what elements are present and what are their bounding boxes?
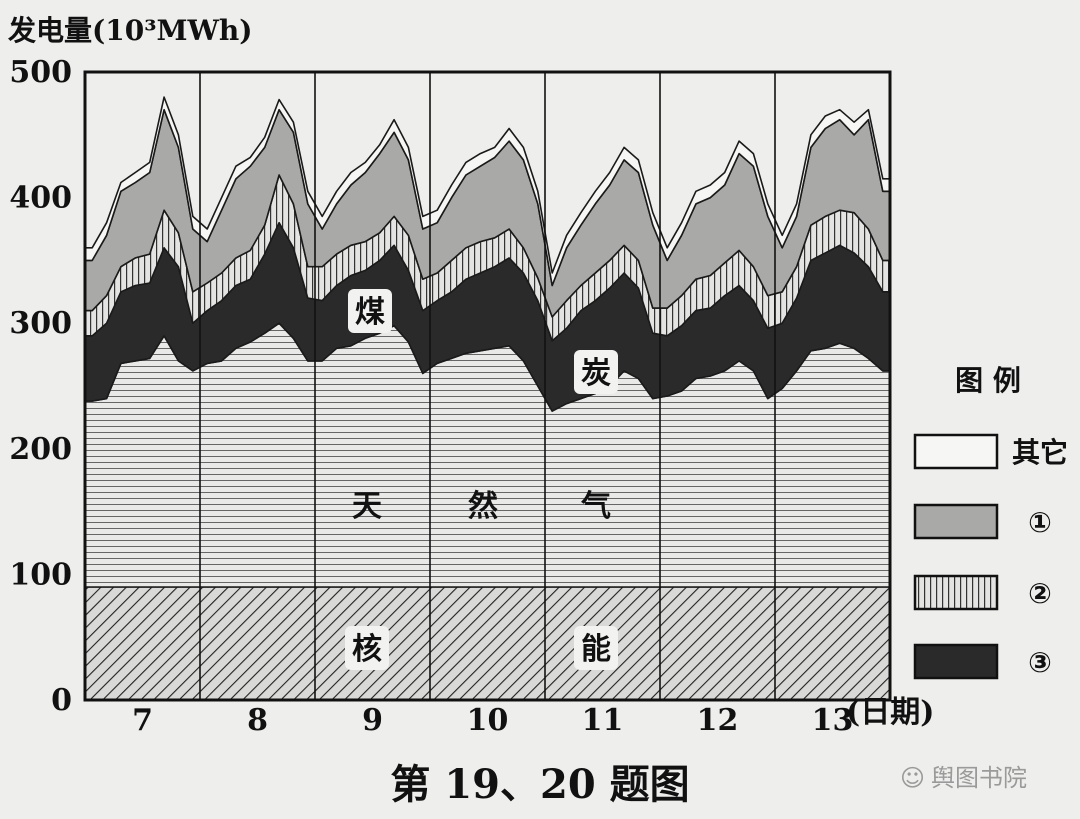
legend-label: ② <box>1028 577 1052 610</box>
legend-swatch-3 <box>913 643 999 680</box>
figure-caption: 第 19、20 题图 <box>390 761 690 808</box>
legend: 图 例其它 ① ② ③ <box>913 364 1068 680</box>
area-chart: 500 400 300 200 100 0 7 8 9 10 11 12 13(日期) 发电量(10³MW… <box>7 14 1068 738</box>
region-label: 能 <box>581 632 611 667</box>
legend-swatch-1 <box>913 503 999 540</box>
x-tick-label: 12 <box>697 703 739 738</box>
region-label-box <box>574 626 618 670</box>
region-label-box <box>574 350 618 394</box>
region-label: 煤 <box>355 295 385 330</box>
region-label: 天 <box>352 489 382 524</box>
x-tick-label: 7 <box>132 703 153 738</box>
region-label: 然 <box>468 489 498 524</box>
legend-label: ③ <box>1028 646 1052 679</box>
y-axis-label: 发电量(10³MWh) <box>7 14 253 47</box>
x-tick-label: 10 <box>467 703 509 738</box>
x-tick-label: 13 <box>812 703 854 738</box>
legend-label: ① <box>1028 506 1052 539</box>
y-tick-label: 100 <box>9 557 72 592</box>
x-tick-label: 11 <box>582 703 624 738</box>
region-label-box <box>345 626 389 670</box>
watermark-text: 舆图书院 <box>931 764 1028 792</box>
legend-title: 图 例 <box>955 364 1021 397</box>
x-axis-label: (日期) <box>846 695 934 730</box>
plot-frame <box>83 70 892 702</box>
y-tick-label: 200 <box>9 432 72 467</box>
region-label-box <box>348 289 392 333</box>
y-tick-label: 300 <box>9 306 72 341</box>
y-tick-label: 500 <box>9 55 72 90</box>
y-tick-label: 0 <box>51 683 72 718</box>
x-tick-label: 9 <box>362 703 383 738</box>
legend-label: 其它 <box>1012 436 1068 469</box>
y-tick-label: 400 <box>9 181 72 216</box>
series-nuclear-area <box>84 586 891 701</box>
region-labels: 煤炭天 然 气核 能 <box>345 289 618 670</box>
axes: 500 400 300 200 100 0 7 8 9 10 11 12 13(日期) 发电量(10³MW… <box>7 14 934 738</box>
wechat-icon: ☺ <box>900 764 926 792</box>
watermark: ☺ 舆图书院 <box>900 758 1027 793</box>
region-label: 炭 <box>581 356 611 391</box>
x-tick-label: 8 <box>247 703 268 738</box>
region-label: 核 <box>352 632 382 667</box>
legend-swatch-2 <box>913 574 999 611</box>
legend-swatch-other <box>913 433 999 470</box>
region-label: 气 <box>581 489 611 524</box>
plot-area <box>84 96 891 701</box>
